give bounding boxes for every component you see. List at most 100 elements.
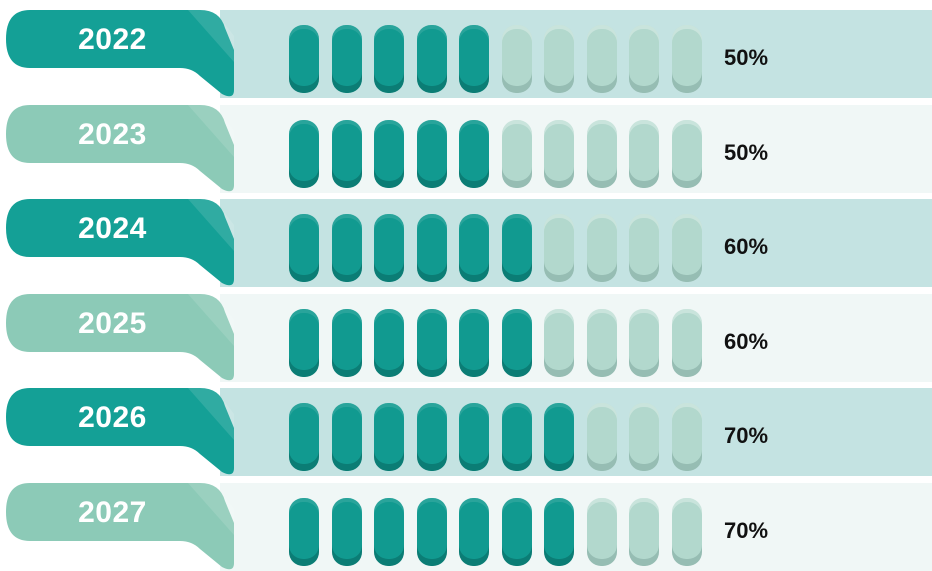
pill-empty xyxy=(586,308,617,377)
year-tag-sheen xyxy=(188,104,234,157)
year-label: 2025 xyxy=(78,306,147,340)
pill-filled xyxy=(289,403,319,471)
year-label: 2024 xyxy=(78,212,147,245)
row-background xyxy=(220,482,932,571)
year-tag-body xyxy=(6,199,234,286)
row-background xyxy=(220,104,932,193)
year-tag-shape xyxy=(6,10,234,97)
pill-filled xyxy=(374,119,404,188)
pill-filled xyxy=(501,403,532,471)
year-tag-body xyxy=(6,10,234,97)
pill-filled xyxy=(459,214,489,282)
pill-empty xyxy=(544,308,574,377)
pill-empty xyxy=(671,497,702,566)
pill-empty xyxy=(629,403,659,471)
year-tag: 2023 xyxy=(0,104,240,193)
pill-filled xyxy=(331,25,362,93)
pill-filled xyxy=(459,308,489,377)
pill-filled xyxy=(459,119,489,188)
chart-row: 2022 50% xyxy=(0,10,932,98)
pill-empty xyxy=(544,25,574,93)
year-tag-shape xyxy=(6,199,234,286)
pill-empty xyxy=(586,214,617,282)
year-tag-sheen xyxy=(188,293,234,346)
row-background xyxy=(220,388,932,476)
pill-filled xyxy=(501,308,532,377)
pill-filled xyxy=(416,25,447,93)
chart-row: 2024 60% xyxy=(0,199,932,287)
pill-filled xyxy=(331,497,362,566)
pill-filled xyxy=(374,403,404,471)
chart-row: 2026 70% xyxy=(0,388,932,476)
year-tag-shape xyxy=(6,482,234,569)
percentage-label: 60% xyxy=(724,328,769,354)
pill-empty xyxy=(629,497,659,566)
pill-filled xyxy=(331,403,362,471)
row-background xyxy=(220,199,932,287)
year-label: 2022 xyxy=(78,23,147,56)
pill-filled xyxy=(289,119,319,188)
pill-empty xyxy=(586,25,617,93)
pill-filled xyxy=(544,497,574,566)
pill-filled xyxy=(544,403,574,471)
pill-empty xyxy=(629,25,659,93)
pill-filled xyxy=(459,403,489,471)
pill-empty xyxy=(629,214,659,282)
year-tag-body xyxy=(6,293,234,380)
pill-empty xyxy=(586,497,617,566)
year-tag-sheen xyxy=(188,199,234,251)
year-tag-shape xyxy=(6,293,234,380)
pill-filled xyxy=(374,497,404,566)
pill-filled xyxy=(416,119,447,188)
pill-empty xyxy=(671,119,702,188)
row-background xyxy=(220,293,932,382)
pill-empty xyxy=(629,119,659,188)
pill-filled xyxy=(501,214,532,282)
pill-filled xyxy=(416,308,447,377)
pill-empty xyxy=(671,308,702,377)
percentage-label: 60% xyxy=(724,234,769,259)
year-tag: 2027 xyxy=(0,482,240,571)
pill-filled xyxy=(331,214,362,282)
year-tag-sheen xyxy=(188,388,234,440)
pill-filled xyxy=(289,308,319,377)
pill-empty xyxy=(671,25,702,93)
pill-empty xyxy=(501,25,532,93)
percentage-label: 70% xyxy=(724,517,769,543)
year-label: 2027 xyxy=(78,495,147,529)
year-tag-sheen xyxy=(188,10,234,62)
pill-filled xyxy=(459,25,489,93)
year-label: 2026 xyxy=(78,401,147,434)
year-tag-shape xyxy=(6,104,234,191)
year-tag-body xyxy=(6,482,234,569)
year-tag-body xyxy=(6,104,234,191)
chart-row: 2025 60% xyxy=(0,293,932,382)
year-tag-sheen xyxy=(188,482,234,535)
pill-empty xyxy=(671,214,702,282)
year-tag: 2022 xyxy=(0,10,240,98)
row-background xyxy=(220,10,932,98)
pill-filled xyxy=(416,497,447,566)
pill-empty xyxy=(544,119,574,188)
pill-filled xyxy=(289,497,319,566)
pill-filled xyxy=(374,214,404,282)
chart-row: 2023 50% xyxy=(0,104,932,193)
pill-filled xyxy=(289,25,319,93)
pill-empty xyxy=(501,119,532,188)
chart-row: 2027 70% xyxy=(0,482,932,571)
year-tag-shape xyxy=(6,388,234,475)
year-tag-body xyxy=(6,388,234,475)
percentage-label: 50% xyxy=(724,139,769,165)
pill-filled xyxy=(331,119,362,188)
pill-filled xyxy=(289,214,319,282)
pill-filled xyxy=(416,214,447,282)
percentage-label: 70% xyxy=(724,423,769,448)
pill-filled xyxy=(459,497,489,566)
pill-filled xyxy=(501,497,532,566)
pill-empty xyxy=(586,403,617,471)
year-tag: 2026 xyxy=(0,388,240,476)
pill-filled xyxy=(374,25,404,93)
pill-empty xyxy=(629,308,659,377)
year-label: 2023 xyxy=(78,117,147,151)
